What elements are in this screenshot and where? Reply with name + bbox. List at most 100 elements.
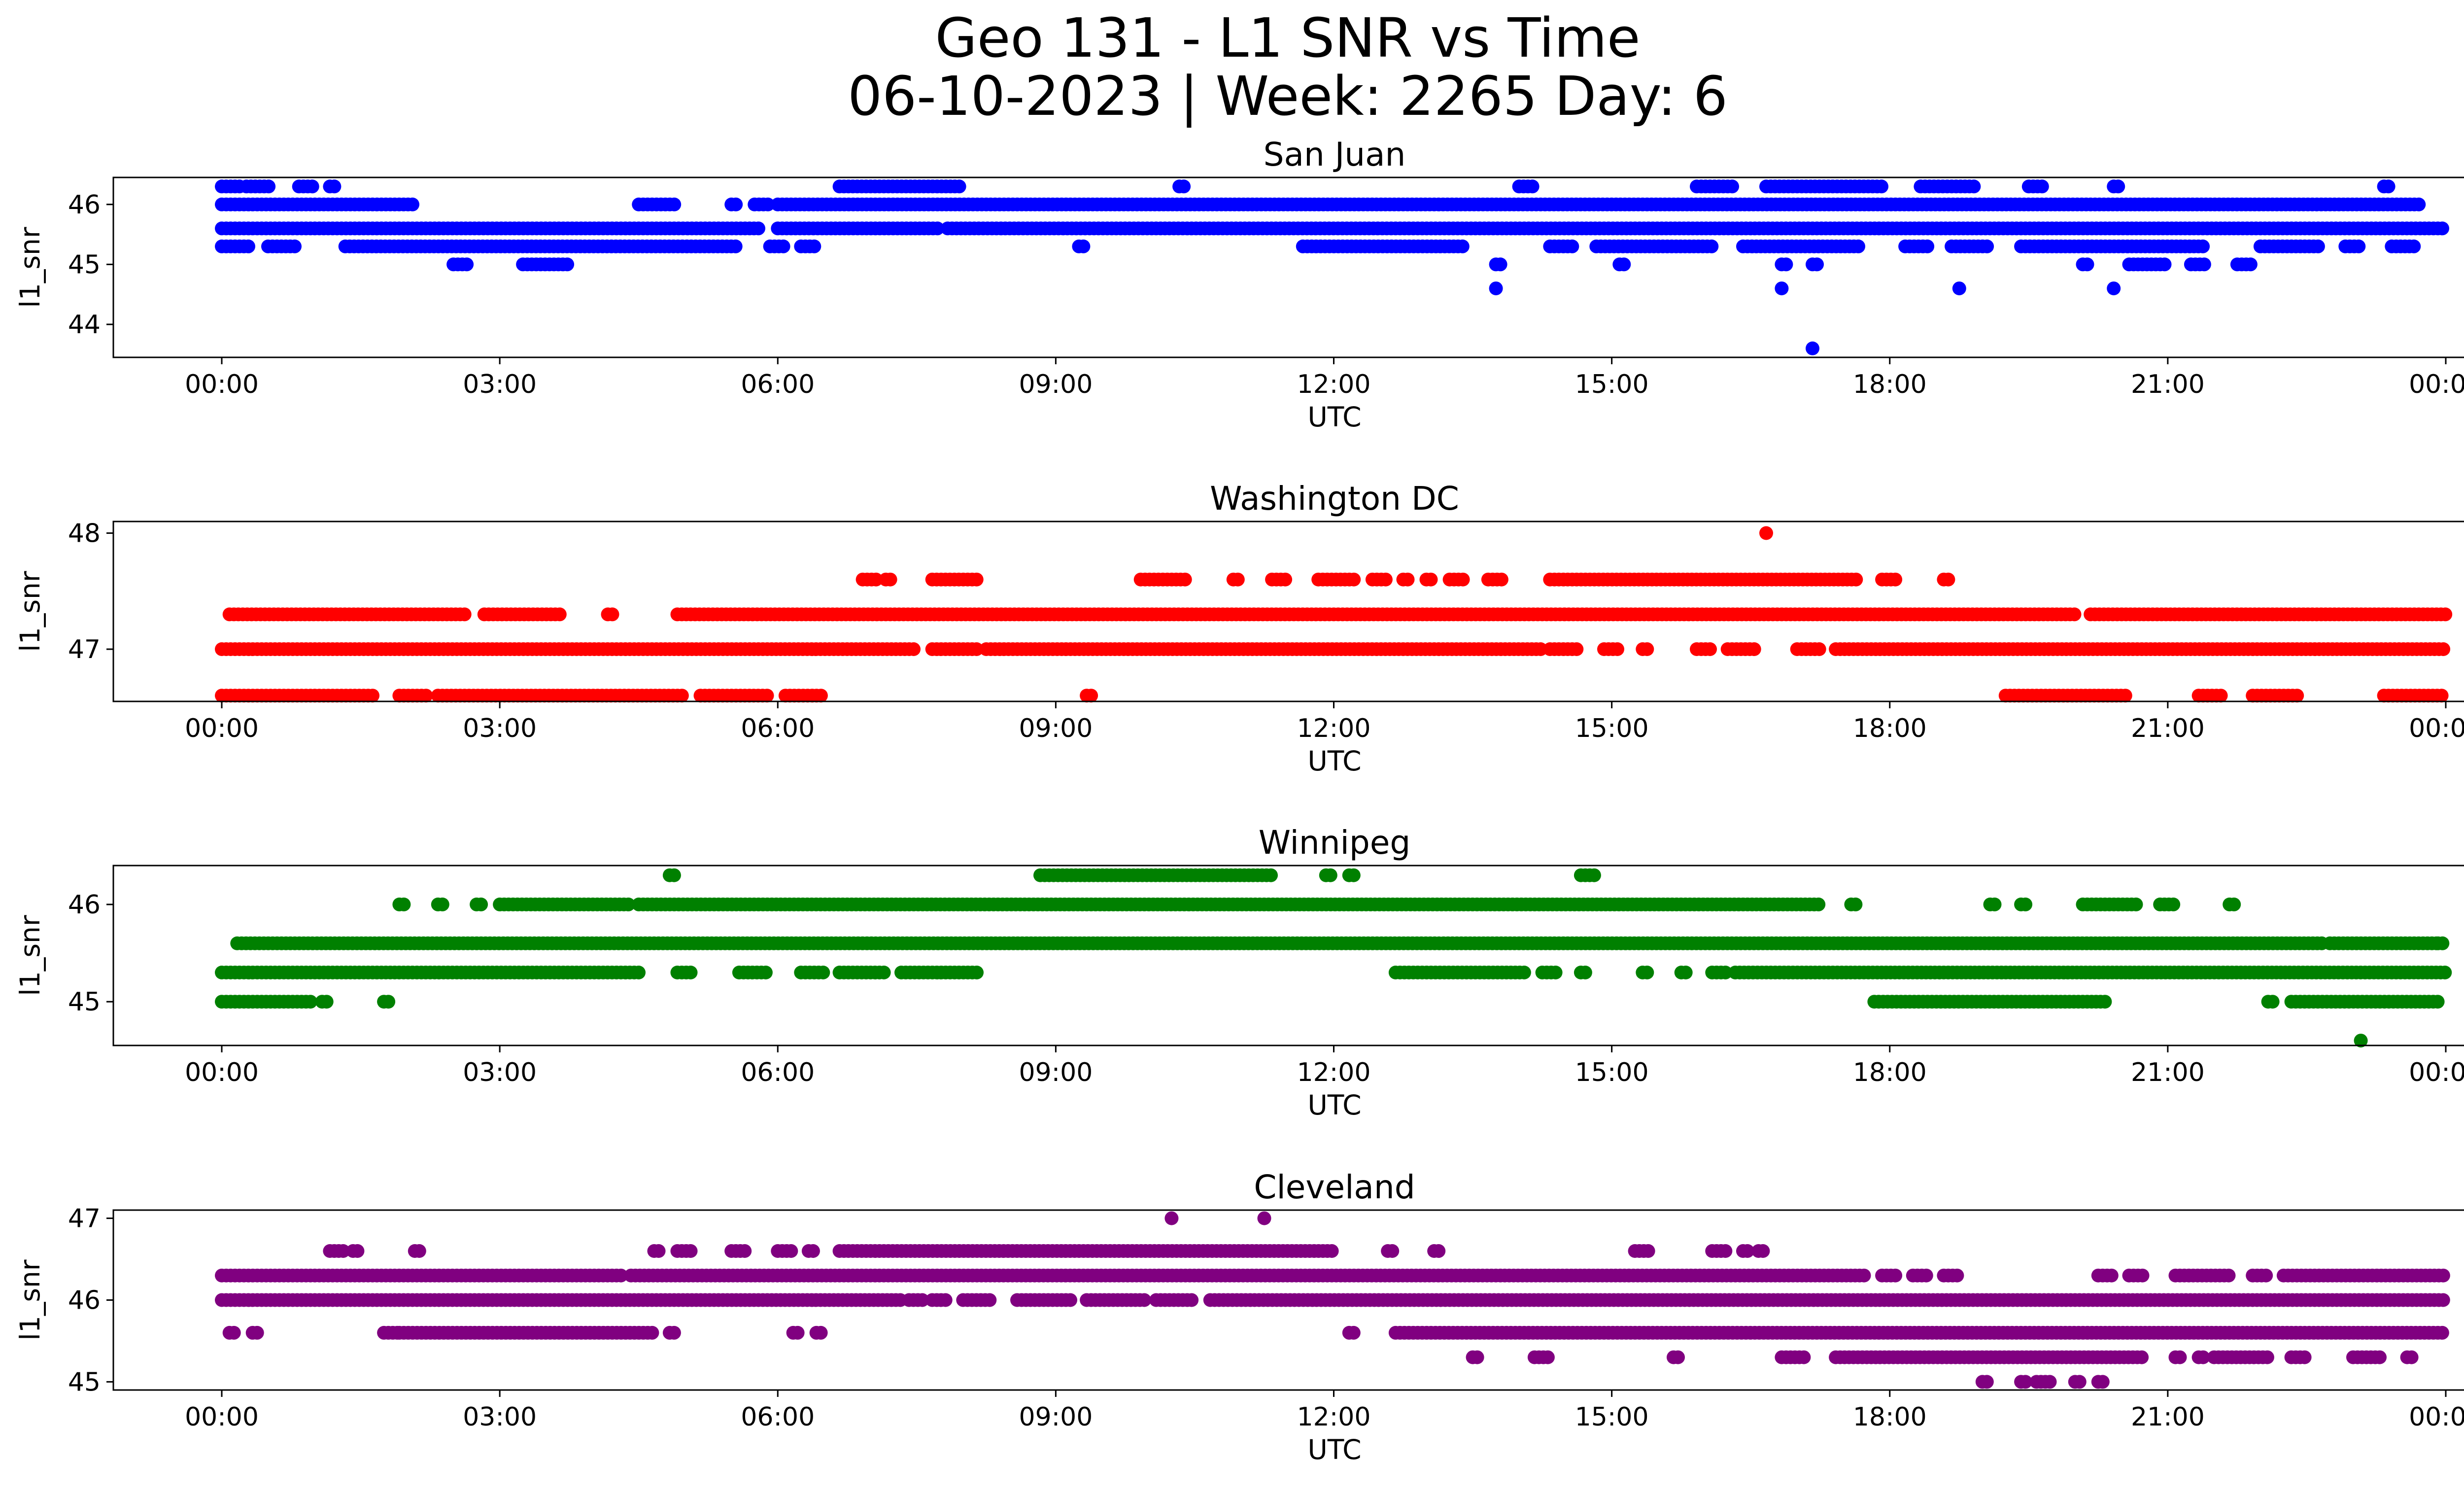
data-point <box>930 221 945 236</box>
data-point <box>1875 179 1888 194</box>
x-tick-label: 21:00 <box>2131 714 2205 743</box>
data-point <box>1177 179 1191 194</box>
data-point <box>2111 179 2125 194</box>
data-point <box>1494 572 1508 587</box>
panel-title: Winnipeg <box>1259 824 1411 862</box>
data-point <box>2157 257 2172 272</box>
page-title-line-1: Geo 131 - L1 SNR vs Time <box>935 6 1641 70</box>
data-point <box>2430 995 2445 1009</box>
x-tick-label: 12:00 <box>1297 1058 1371 1087</box>
data-point <box>2436 642 2451 656</box>
data-point <box>1920 239 1935 253</box>
data-point <box>2243 257 2258 272</box>
data-point <box>1264 868 1278 882</box>
y-axis-label: l1_snr <box>14 915 46 996</box>
data-point <box>2197 257 2211 272</box>
data-point <box>1525 179 1540 194</box>
x-tick-label: 09:00 <box>1019 370 1093 399</box>
data-point <box>1747 642 1761 656</box>
data-point <box>1063 1293 1077 1307</box>
data-point <box>1401 572 1415 587</box>
y-tick-label: 46 <box>68 890 101 920</box>
data-point <box>760 689 774 703</box>
y-tick-label: 45 <box>68 987 101 1017</box>
data-point <box>1759 526 1773 540</box>
data-point <box>1950 1268 1964 1283</box>
data-point <box>2259 1268 2273 1283</box>
y-tick-label: 47 <box>68 635 101 664</box>
data-point <box>2214 689 2228 703</box>
data-point <box>1952 281 1966 296</box>
data-point <box>1565 239 1579 253</box>
x-tick-label: 00:00 <box>2409 714 2464 743</box>
data-point <box>761 197 775 211</box>
data-point <box>305 179 319 194</box>
data-point <box>1323 868 1337 882</box>
data-point <box>814 689 828 703</box>
x-tick-label: 00:00 <box>2409 1058 2464 1087</box>
x-tick-label: 09:00 <box>1019 714 1093 743</box>
data-point <box>1678 966 1693 979</box>
data-point <box>983 1293 997 1307</box>
x-tick-label: 06:00 <box>741 1058 815 1087</box>
data-point <box>366 689 379 703</box>
data-point <box>435 897 449 911</box>
x-tick-label: 00:00 <box>185 714 259 743</box>
data-point <box>1378 572 1393 587</box>
data-point <box>1725 179 1739 194</box>
data-point <box>776 239 790 253</box>
data-point <box>1987 897 2002 911</box>
data-points <box>215 526 2453 703</box>
data-point <box>752 221 765 236</box>
data-point <box>1548 966 1563 979</box>
data-point <box>288 239 302 253</box>
data-point <box>262 179 276 194</box>
y-axis-label: l1_snr <box>14 571 46 652</box>
data-point <box>2352 239 2366 253</box>
data-point <box>1888 572 1903 587</box>
data-point <box>1703 642 1717 656</box>
data-point <box>1178 572 1192 587</box>
data-point <box>1967 179 1981 194</box>
y-tick-label: 44 <box>68 310 101 340</box>
data-point <box>2265 995 2280 1009</box>
data-point <box>816 966 830 979</box>
data-point <box>2222 1268 2236 1283</box>
data-point <box>1424 572 1438 587</box>
panel-title: Cleveland <box>1254 1168 1415 1206</box>
data-point <box>2434 689 2449 703</box>
data-point <box>1578 966 1592 979</box>
x-tick-label: 18:00 <box>1853 714 1927 743</box>
data-point <box>2412 197 2426 211</box>
data-point <box>1705 239 1719 253</box>
y-axis-label: l1_snr <box>14 227 46 308</box>
data-point <box>1640 966 1654 979</box>
data-point <box>2166 897 2181 911</box>
x-tick-label: 00:00 <box>2409 370 2464 399</box>
data-point <box>1919 1268 1933 1283</box>
x-tick-label: 03:00 <box>463 370 537 399</box>
data-point <box>397 897 411 911</box>
data-point <box>457 607 472 622</box>
data-point <box>1587 868 1601 882</box>
data-point <box>2104 1268 2119 1283</box>
data-point <box>1980 239 1994 253</box>
data-point <box>883 572 897 587</box>
data-point <box>2196 239 2210 253</box>
data-point <box>2135 1268 2150 1283</box>
data-point <box>877 966 891 979</box>
data-point <box>227 1325 241 1340</box>
x-tick-label: 18:00 <box>1853 1058 1927 1087</box>
data-point <box>419 689 433 703</box>
data-point <box>605 607 619 622</box>
data-point <box>2438 966 2452 979</box>
data-point <box>2435 221 2449 236</box>
data-point <box>1779 257 1793 272</box>
data-point <box>241 239 255 253</box>
data-point <box>2436 1293 2450 1307</box>
data-point <box>1278 572 1293 587</box>
data-point <box>460 257 474 272</box>
data-point <box>1775 281 1789 296</box>
data-point <box>2436 1268 2450 1283</box>
